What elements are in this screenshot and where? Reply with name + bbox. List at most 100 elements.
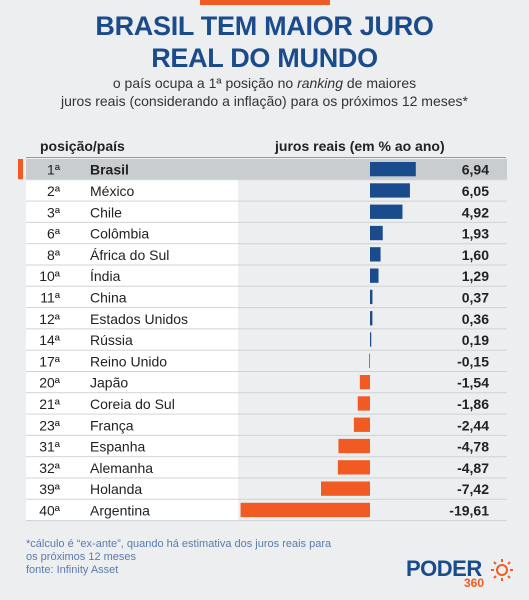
country-label: China <box>90 289 127 305</box>
bar-mexico <box>370 183 410 198</box>
bar-russia <box>370 332 372 347</box>
bar-holanda <box>321 481 370 496</box>
bar-alemanha <box>337 460 370 475</box>
bar-argentina <box>240 502 370 518</box>
bar-chile <box>370 204 403 219</box>
column-header-position-country: posição/país <box>40 138 125 154</box>
row-background-estados-unidos <box>26 308 238 329</box>
rank-label: 1ª <box>47 162 61 178</box>
column-header-real-interest: juros reais (em % ao ano) <box>275 138 445 154</box>
bar-japao <box>359 375 370 390</box>
country-label: Alemanha <box>90 460 153 476</box>
subtitle-emphasis: ranking <box>297 75 343 91</box>
subtitle-post: de maiores <box>342 75 417 91</box>
value-label: 0,37 <box>462 289 489 305</box>
sun-icon <box>491 559 513 581</box>
row-background-chile <box>26 201 238 222</box>
value-label: -0,15 <box>457 353 489 369</box>
bar-china <box>370 289 373 305</box>
source-note: fonte: Infinity Asset <box>26 564 119 576</box>
top-accent-bar <box>200 0 330 5</box>
value-label: 1,29 <box>462 268 489 284</box>
rank-label: 32ª <box>39 460 61 476</box>
country-label: África do Sul <box>90 247 169 263</box>
country-label: Colômbia <box>90 226 149 242</box>
rank-label: 39ª <box>39 481 61 497</box>
bar-colombia <box>370 225 383 241</box>
country-label: México <box>90 183 135 199</box>
rank-label: 12ª <box>39 311 61 327</box>
row-background-colombia <box>26 222 238 244</box>
value-label: 6,94 <box>462 162 489 178</box>
bar-reino-unido <box>369 353 370 368</box>
country-label: Espanha <box>90 439 145 455</box>
country-label: Holanda <box>90 481 142 497</box>
header-divider <box>26 157 506 158</box>
footnote-line-2: os próximos 12 meses <box>26 551 137 563</box>
value-label: -2,44 <box>457 417 489 433</box>
value-label: -1,54 <box>457 375 489 391</box>
value-label: -4,87 <box>457 460 489 476</box>
row-background-argentina <box>26 499 238 521</box>
bar-coreia-do-sul <box>357 396 370 411</box>
subtitle-pre: o país ocupa a 1ª posição no <box>112 75 298 91</box>
subtitle-line-1: o país ocupa a 1ª posição no ranking de … <box>0 74 529 92</box>
row-background-mexico <box>26 180 238 201</box>
rank-label: 10ª <box>39 268 61 284</box>
value-label: -4,78 <box>457 439 489 455</box>
country-label: Japão <box>90 375 128 391</box>
country-label: Índia <box>90 268 121 284</box>
bar-africa-do-sul <box>370 247 381 262</box>
row-background-espanha <box>26 435 238 457</box>
logo-number: 360 <box>464 576 485 590</box>
rank-label: 2ª <box>47 183 61 199</box>
country-label: França <box>90 417 134 433</box>
country-label: Argentina <box>90 502 150 518</box>
footnote: *cálculo é “ex-ante”, quando há estimati… <box>26 538 386 577</box>
bar-espanha <box>338 438 370 454</box>
title-line-2: REAL DO MUNDO <box>151 43 378 73</box>
bar-franca <box>353 417 370 432</box>
country-label: Reino Unido <box>90 353 167 369</box>
rank-label: 31ª <box>39 439 61 455</box>
value-label: -19,61 <box>449 502 489 518</box>
rank-label: 21ª <box>39 396 61 412</box>
row-background-russia <box>26 329 238 350</box>
value-label: 6,05 <box>462 183 489 199</box>
value-label: -1,86 <box>457 396 489 412</box>
country-label: Chile <box>90 204 122 220</box>
rank-label: 6ª <box>47 226 61 242</box>
rank-label: 14ª <box>39 332 61 348</box>
rank-label: 11ª <box>40 289 61 305</box>
country-label: Brasil <box>90 162 129 178</box>
bar-brasil <box>370 162 416 177</box>
row-background-japao <box>26 372 238 393</box>
rank-label: 40ª <box>39 502 61 518</box>
subtitle-line-2: juros reais (considerando a inflação) pa… <box>61 93 468 109</box>
rank-label: 23ª <box>39 417 61 433</box>
chart-subtitle: o país ocupa a 1ª posição no ranking de … <box>0 74 529 110</box>
value-label: 0,36 <box>462 311 489 327</box>
row-background-holanda <box>26 478 238 499</box>
poder360-logo: PODER 360 <box>406 556 516 592</box>
bar-estados-unidos <box>370 311 373 326</box>
value-label: 4,92 <box>462 204 489 220</box>
highlight-marker <box>18 159 23 180</box>
rank-label: 3ª <box>47 204 61 220</box>
rank-label: 17ª <box>39 353 61 369</box>
country-label: Estados Unidos <box>90 311 188 327</box>
row-background-china <box>26 286 238 308</box>
value-label: 1,60 <box>462 247 489 263</box>
title-line-1: BRASIL TEM MAIOR JURO <box>95 11 434 41</box>
row-background-coreia-do-sul <box>26 393 238 414</box>
country-label: Rússia <box>90 332 133 348</box>
bar-india <box>370 268 379 283</box>
rank-label: 8ª <box>47 247 61 263</box>
rank-label: 20ª <box>39 375 61 391</box>
row-background-alemanha <box>26 457 238 478</box>
country-label: Coreia do Sul <box>90 396 175 412</box>
value-label: -7,42 <box>457 481 489 497</box>
value-label: 0,19 <box>462 332 489 348</box>
row-background-india <box>26 265 238 286</box>
